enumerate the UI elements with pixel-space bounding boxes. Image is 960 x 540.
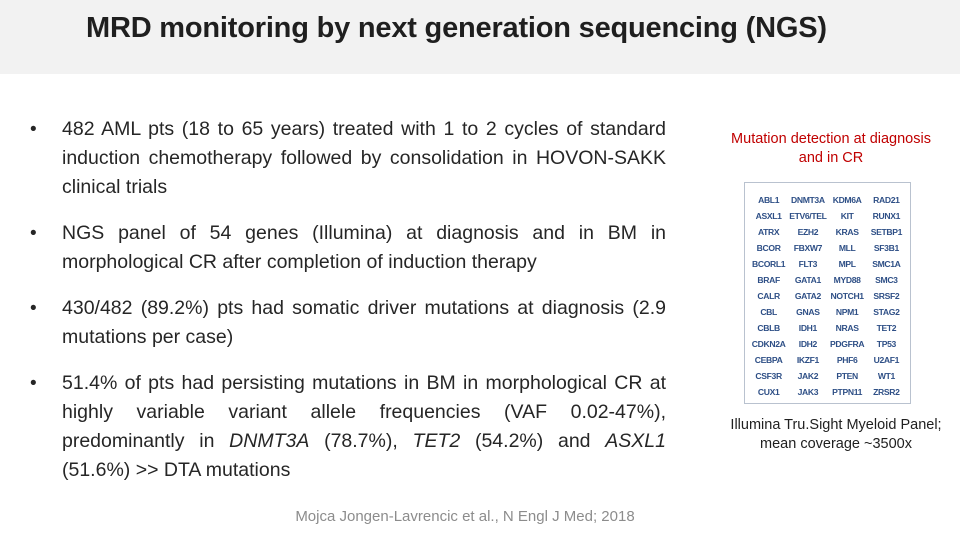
gene-cell: PTPN11 (832, 387, 863, 397)
gene-cell: ASXL1 (755, 211, 782, 221)
figure-caption-bottom: Illumina Tru.Sight Myeloid Panel; mean c… (730, 417, 942, 452)
bullet-item: • 482 AML pts (18 to 65 years) treated wi… (30, 115, 666, 202)
gene-cell: PHF6 (836, 355, 858, 365)
gene-cell: STAG2 (873, 307, 900, 317)
bullet-list: • 482 AML pts (18 to 65 years) treated wi… (30, 115, 666, 485)
gene-cell: FBXW7 (793, 243, 823, 253)
gene-cell: IDH1 (798, 323, 818, 333)
bullet-text: 430/482 (89.2%) pts had somatic driver m… (62, 297, 666, 348)
gene-cell: IDH2 (798, 339, 818, 349)
gene-cell: ABL1 (758, 195, 780, 205)
gene-cell: ETV6/TEL (789, 211, 827, 221)
gene-cell: KRAS (835, 227, 859, 237)
gene-cell: IKZF1 (796, 355, 819, 365)
gene-cell: NOTCH1 (830, 291, 865, 301)
gene-cell: BCORL1 (752, 259, 786, 269)
gene-cell: PDGFRA (830, 339, 865, 349)
gene-cell: BCOR (756, 243, 781, 253)
gene-cell: KDM6A (832, 195, 862, 205)
gene-cell: RAD21 (873, 195, 900, 205)
gene-cell: MLL (838, 243, 856, 253)
bullet-text: 482 AML pts (18 to 65 years) treated wit… (62, 118, 666, 198)
gene-cell: NPM1 (835, 307, 859, 317)
gene-name-italic: DNMT3A (229, 430, 310, 452)
bullet-item: • 51.4% of pts had persisting mutations i… (30, 369, 666, 485)
gene-cell: CALR (757, 291, 780, 301)
gene-cell: FLT3 (798, 259, 818, 269)
bullet-text: (54.2%) and (460, 430, 606, 452)
gene-cell: TET2 (876, 323, 897, 333)
gene-cell: SRSF2 (873, 291, 900, 301)
gene-cell: GNAS (796, 307, 820, 317)
gene-cell: NRAS (835, 323, 859, 333)
gene-cell: WT1 (877, 371, 895, 381)
bullet-item: • 430/482 (89.2%) pts had somatic driver … (30, 294, 666, 352)
gene-name-italic: ASXL1 (605, 430, 666, 452)
gene-cell: GATA2 (794, 291, 821, 301)
title-band (0, 0, 960, 74)
bullet-dot-icon: • (30, 223, 37, 244)
bullet-text: (51.6%) >> DTA mutations (62, 459, 291, 481)
gene-cell: CUX1 (757, 387, 780, 397)
gene-cell: JAK2 (797, 371, 819, 381)
gene-cell: EZH2 (797, 227, 819, 237)
gene-cell: SMC3 (875, 275, 898, 285)
gene-cell: KIT (840, 211, 854, 221)
gene-cell: ATRX (757, 227, 780, 237)
gene-cell: BRAF (757, 275, 780, 285)
gene-cell: CEBPA (754, 355, 783, 365)
bullet-dot-icon: • (30, 373, 37, 394)
gene-cell: MPL (838, 259, 856, 269)
gene-cell: CDKN2A (751, 339, 786, 349)
gene-cell: ZRSR2 (873, 387, 900, 397)
gene-cell: U2AF1 (873, 355, 900, 365)
gene-name-italic: TET2 (412, 430, 461, 452)
gene-cell: RUNX1 (872, 211, 901, 221)
slide-title: MRD monitoring by next generation sequen… (86, 12, 827, 44)
bullet-item: • NGS panel of 54 genes (Illumina) at dia… (30, 219, 666, 277)
gene-cell: JAK3 (797, 387, 819, 397)
gene-cell: SETBP1 (870, 227, 903, 237)
bullet-dot-icon: • (30, 298, 37, 319)
bullet-text: NGS panel of 54 genes (Illumina) at diag… (62, 222, 666, 273)
bullet-text: (78.7%), (309, 430, 413, 452)
bullet-dot-icon: • (30, 119, 37, 140)
gene-panel-table: ABL1 DNMT3A KDM6A RAD21 ASXL1 ETV6/TEL KIT RUNX… (744, 182, 911, 404)
gene-cell: DNMT3A (791, 195, 825, 205)
bullet-text: 51.4% of pts had persisting mutations in… (62, 372, 666, 452)
figure-caption-top: Mutation detection at diagnosis and in C… (731, 131, 931, 166)
gene-cell: GATA1 (794, 275, 821, 285)
gene-cell: MYD88 (833, 275, 861, 285)
citation: Mojca Jongen-Lavrencic et al., N Engl J … (295, 508, 635, 525)
gene-cell: PTEN (836, 371, 858, 381)
gene-cell: CBL (760, 307, 777, 317)
gene-cell: CSF3R (755, 371, 782, 381)
gene-cell: TP53 (876, 339, 896, 349)
gene-cell: SMC1A (872, 259, 901, 269)
gene-cell: CBLB (757, 323, 780, 333)
gene-cell: SF3B1 (873, 243, 899, 253)
